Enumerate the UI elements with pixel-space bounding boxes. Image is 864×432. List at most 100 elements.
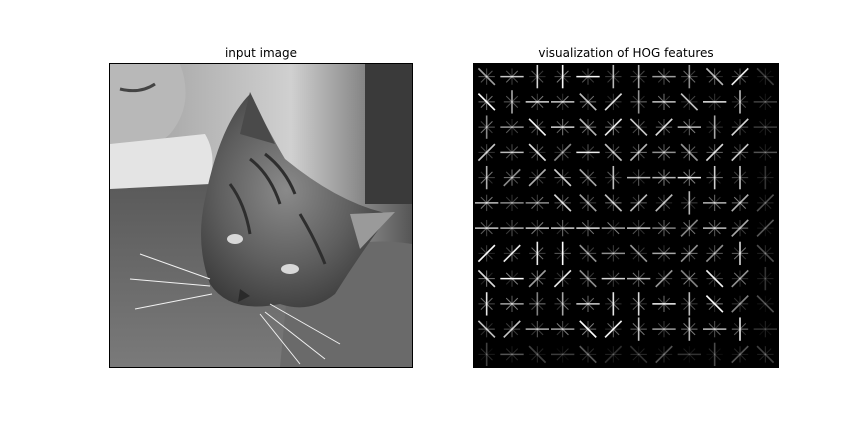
hog-orientation-line [708,171,721,184]
hog-orientation-line [708,348,721,361]
hog-cell [652,320,676,338]
hog-cell [630,317,647,341]
hog-orientation-line [759,196,772,210]
hog-cell [756,194,775,212]
face-region [110,64,186,150]
input-image-title: input image [224,46,298,60]
hog-orientation-line [556,171,569,184]
hog-orientation-line [477,143,496,162]
hog-orientation-line [708,221,721,235]
hog-cell [604,118,623,136]
hog-orientation-line [731,118,749,136]
hog-orientation-line [657,221,671,235]
hog-cell [605,165,622,190]
hog-cell [605,292,622,316]
hog-orientation-line [759,95,772,109]
hog-cell [630,292,647,316]
cat-ear-left [240,92,275,144]
hog-orientation-line [556,95,569,109]
hog-orientation-line [607,348,620,361]
hog-orientation-line [581,120,595,134]
hog-cell [525,194,549,212]
hog-orientation-line [604,118,623,136]
hog-cell [630,90,647,114]
hog-orientation-line [759,272,772,285]
hog-cell [652,245,676,262]
hog-orientation-line [607,247,620,260]
hog-orientation-line [531,247,544,260]
hog-cell [706,342,723,367]
hog-orientation-line [528,345,547,364]
hog-cell [681,64,698,89]
hog-orientation-line [579,269,597,288]
hog-orientation-line [657,247,671,260]
hog-orientation-line [759,70,772,83]
hog-orientation-line [759,221,772,235]
hog-orientation-line [657,322,671,336]
hog-cell [529,292,546,316]
hog-orientation-line [708,196,721,210]
hog-cell [629,118,648,136]
hog-orientation-line [607,272,620,285]
hog-cell [554,292,571,316]
hog-cell [528,143,547,162]
hog-orientation-line [759,297,772,311]
hog-cell [706,115,723,139]
hog-cell [629,194,648,212]
hog-orientation-line [505,196,519,210]
hog-orientation-line [683,196,696,210]
hog-orientation-line [556,348,569,361]
hog-cell [731,219,749,237]
hog-cell [630,64,647,89]
hog-orientation-line [632,120,645,134]
hog-orientation-line [581,272,595,285]
hog-cell [706,165,723,190]
hog-orientation-line [705,244,724,263]
hog-orientation-line [480,297,493,311]
hog-orientation-line [480,171,493,184]
hog-cell [601,219,625,237]
hog-cell [731,241,749,266]
hog-cell [753,144,777,161]
hog-cell [629,345,648,364]
hog-cell [576,144,600,161]
hog-cell [627,219,651,237]
hog-orientation-line [607,272,620,285]
hog-orientation-line [581,171,595,184]
hog-cell [680,269,699,288]
hog-orientation-line [756,295,775,313]
hog-cell [500,270,524,287]
hog-orientation-line [579,244,597,263]
hog-panel [473,63,779,368]
hog-orientation-line [505,348,519,361]
hog-cell [731,143,749,162]
hog-orientation-line [604,320,623,338]
hog-orientation-line [477,269,496,288]
hog-orientation-line [581,146,595,159]
hog-orientation-line [731,345,749,364]
hog-orientation-line [731,194,749,212]
hog-cell [551,93,575,111]
hog-orientation-line [505,95,519,109]
hog-orientation-line [632,171,645,184]
hog-orientation-line [505,297,519,311]
hog-cell [500,144,524,161]
cat-photo [110,64,412,367]
hog-orientation-line [581,196,595,210]
hog-orientation-line [705,143,724,162]
hog-orientation-line [604,345,623,364]
hog-cell [525,93,549,111]
hog-orientation-line [505,272,519,285]
hog-cell [604,93,623,111]
hog-orientation-line [683,146,696,159]
hog-orientation-line [657,95,671,109]
hog-cell [579,118,597,136]
hog-cell [551,219,575,237]
hog-orientation-line [632,95,645,109]
hog-cell [731,67,749,86]
hog-orientation-line [505,272,519,285]
hog-orientation-line [680,143,699,162]
hog-orientation-line [759,171,772,184]
hog-cell [677,346,701,363]
input-image-panel [109,63,413,368]
